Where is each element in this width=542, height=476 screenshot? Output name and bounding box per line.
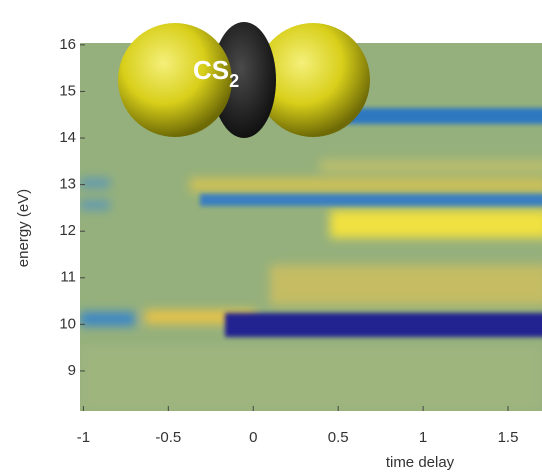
x-tick-label: 1 — [419, 429, 427, 446]
y-axis-label: energy (eV) — [15, 189, 32, 267]
y-tick-label: 12 — [59, 222, 76, 239]
y-tick-label: 16 — [59, 36, 76, 53]
y-tick-label: 11 — [60, 269, 76, 286]
y-tick-label: 9 — [68, 362, 76, 379]
molecule: CS2 — [118, 22, 370, 138]
x-tick-label: 0 — [249, 429, 257, 446]
y-tick-label: 13 — [59, 176, 76, 193]
molecule-label: CS2 — [193, 55, 239, 91]
y-tick-label: 15 — [59, 82, 76, 99]
molecule-formula: CS — [193, 55, 229, 85]
x-tick-label: -1 — [77, 429, 90, 446]
y-tick-label: 14 — [59, 129, 76, 146]
x-tick-label: 0.5 — [328, 429, 349, 446]
y-tick-label: 10 — [59, 315, 76, 332]
x-axis-label: time delay — [386, 454, 455, 471]
x-tick-label: -0.5 — [155, 429, 181, 446]
molecule-subscript: 2 — [229, 71, 239, 91]
x-tick-label: 1.5 — [498, 429, 519, 446]
